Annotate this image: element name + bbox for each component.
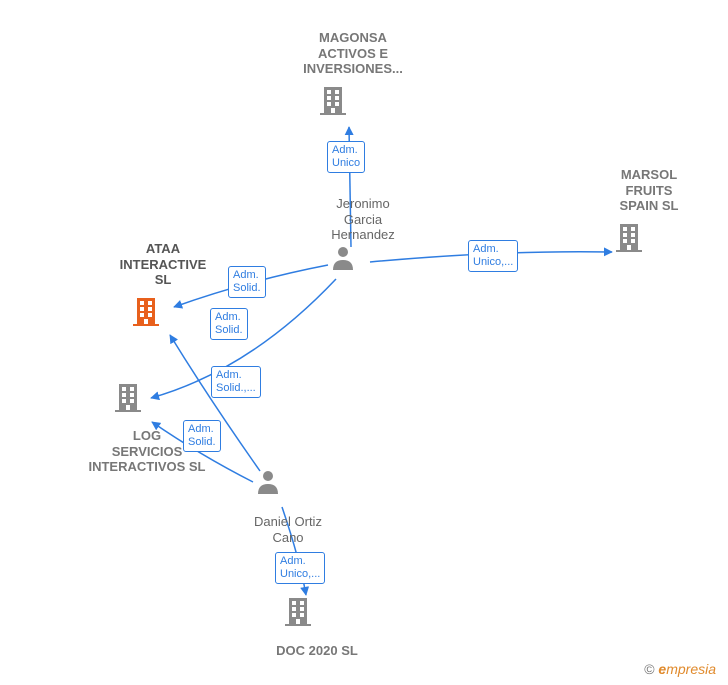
node-label-daniel: Daniel Ortiz Cano	[238, 514, 338, 545]
footer: © empresia	[644, 661, 716, 677]
edge-label-jeronimo-log: Adm. Solid.,...	[211, 366, 261, 398]
edge-label-daniel-doc2020: Adm. Unico,...	[275, 552, 325, 584]
node-label-marsol: MARSOL FRUITS SPAIN SL	[602, 167, 696, 214]
person-icon-daniel	[254, 468, 282, 501]
copyright-symbol: ©	[644, 661, 654, 677]
person-icon-jeronimo	[329, 244, 357, 277]
node-label-ataa: ATAA INTERACTIVE SL	[108, 241, 218, 288]
building-icon-log	[112, 381, 144, 418]
node-label-doc2020: DOC 2020 SL	[262, 643, 372, 659]
building-icon-doc2020	[282, 595, 314, 632]
building-icon-marsol	[613, 221, 645, 258]
brand-logo: empresia	[658, 661, 716, 677]
edge-label-daniel-log: Adm. Solid.	[183, 420, 221, 452]
edge-label-jeronimo-marsol: Adm. Unico,...	[468, 240, 518, 272]
node-label-jeronimo: Jeronimo Garcia Hernandez	[313, 196, 413, 243]
edges-layer	[0, 0, 728, 685]
building-icon-ataa	[130, 295, 162, 332]
edge-label-jeronimo-ataa: Adm. Solid.	[228, 266, 266, 298]
edge-label-daniel-ataa: Adm. Solid.	[210, 308, 248, 340]
node-label-magonsa: MAGONSA ACTIVOS E INVERSIONES...	[298, 30, 408, 77]
building-icon-magonsa	[317, 84, 349, 121]
edge-label-jeronimo-magonsa: Adm. Unico	[327, 141, 365, 173]
